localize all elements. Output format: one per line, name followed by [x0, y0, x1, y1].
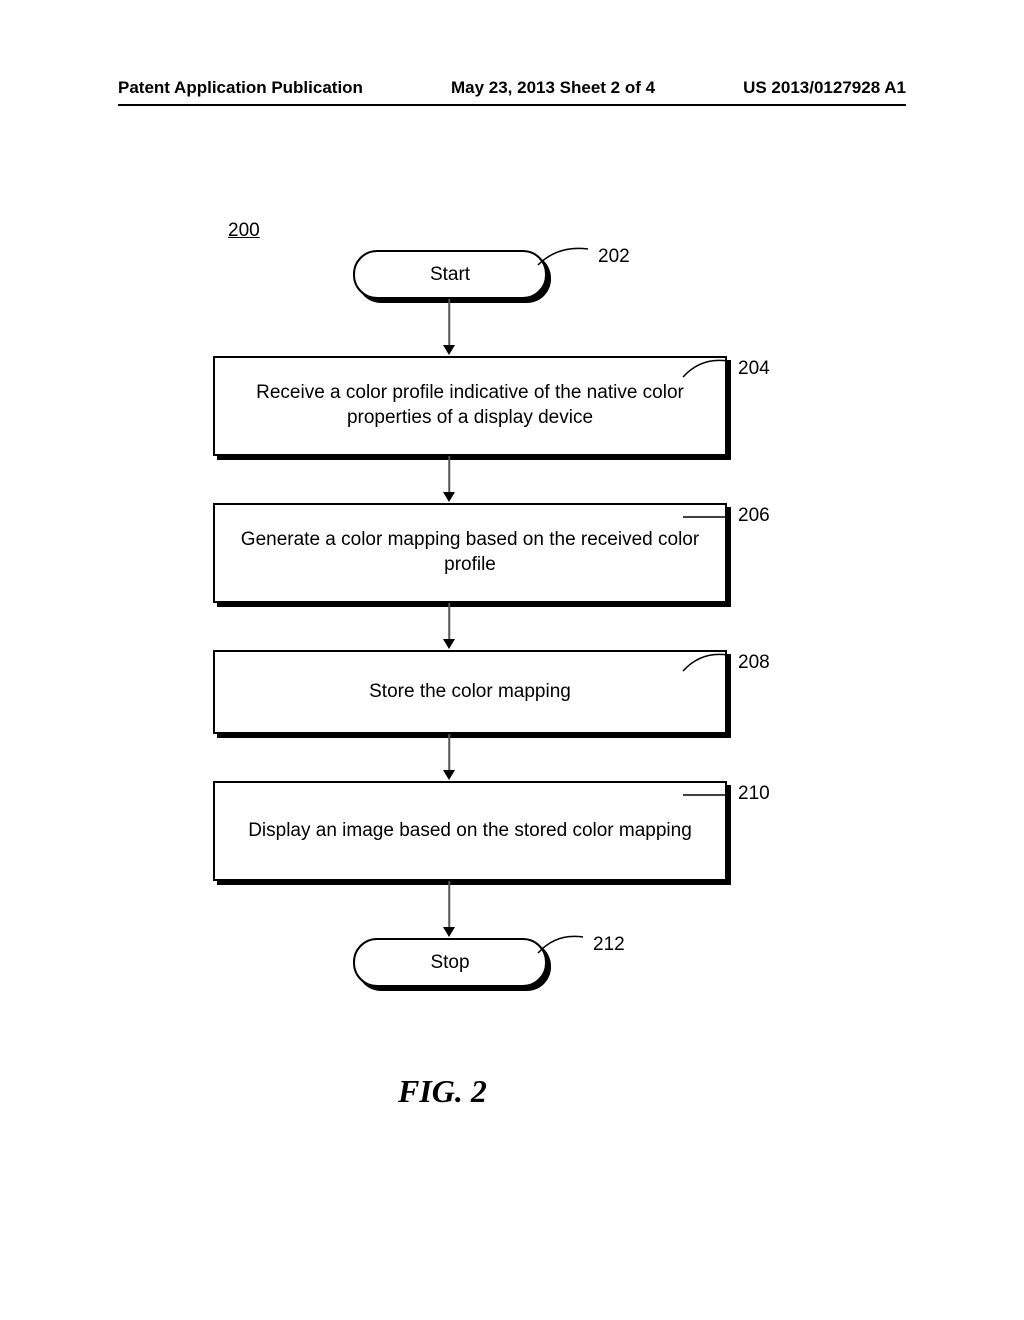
leader-line [683, 780, 738, 810]
process-box: Store the color mapping [213, 650, 727, 734]
ref-number: 210 [738, 783, 770, 805]
header-right: US 2013/0127928 A1 [743, 78, 906, 98]
ref-number: 208 [738, 652, 770, 674]
flowchart-arrow [448, 603, 450, 648]
leader-line [683, 649, 738, 679]
node-label: Start [430, 264, 470, 286]
node-label: Generate a color mapping based on the re… [235, 528, 705, 577]
flowchart-node-n204: Receive a color profile indicative of th… [213, 356, 683, 452]
flowchart-arrow [448, 734, 450, 779]
ref-number: 206 [738, 505, 770, 527]
terminator-box: Start [353, 250, 547, 299]
ref-number: 202 [598, 246, 630, 268]
page-header: Patent Application Publication May 23, 2… [118, 78, 906, 106]
flowchart-node-stop: Stop [353, 938, 543, 983]
node-label: Display an image based on the stored col… [248, 819, 692, 844]
patent-page: Patent Application Publication May 23, 2… [0, 0, 1024, 1320]
terminator-box: Stop [353, 938, 547, 987]
figure-caption: FIG. 2 [398, 1073, 487, 1110]
ref-number: 212 [593, 934, 625, 956]
node-label: Stop [430, 952, 469, 974]
header-left: Patent Application Publication [118, 78, 363, 98]
node-label: Receive a color profile indicative of th… [235, 381, 705, 430]
leader-line [538, 243, 598, 273]
process-box: Display an image based on the stored col… [213, 781, 727, 881]
flowchart-arrow [448, 456, 450, 501]
leader-line [683, 502, 738, 532]
process-box: Generate a color mapping based on the re… [213, 503, 727, 603]
flowchart-node-n208: Store the color mapping [213, 650, 683, 730]
ref-number-main: 200 [228, 220, 260, 242]
flowchart-arrow [448, 299, 450, 354]
process-box: Receive a color profile indicative of th… [213, 356, 727, 456]
leader-line [683, 355, 738, 385]
flowchart-node-start: Start [353, 250, 543, 295]
ref-number: 204 [738, 358, 770, 380]
flowchart-node-n210: Display an image based on the stored col… [213, 781, 683, 877]
flowchart-node-n206: Generate a color mapping based on the re… [213, 503, 683, 599]
flowchart-arrow [448, 881, 450, 936]
header-center: May 23, 2013 Sheet 2 of 4 [451, 78, 655, 98]
leader-line [538, 931, 593, 961]
node-label: Store the color mapping [369, 680, 571, 705]
